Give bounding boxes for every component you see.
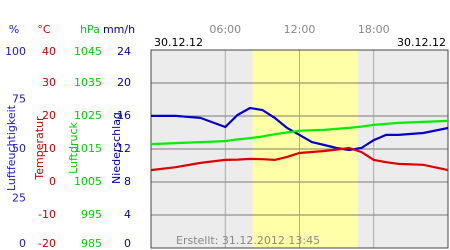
y-tick-label: 1005	[74, 175, 102, 188]
y-tick-label: 1045	[74, 45, 102, 58]
y-tick-label: 0	[49, 175, 56, 188]
axis-unit: °C	[37, 23, 51, 36]
axis-title: Luftfeuchtigkeit	[5, 104, 18, 191]
x-tick-label: 06:00	[209, 23, 241, 36]
x-tick-label: 18:00	[358, 23, 390, 36]
x-tick-label: 12:00	[284, 23, 316, 36]
y-tick-label: 20	[117, 76, 131, 89]
y-tick-label: 75	[12, 93, 26, 106]
data-line	[151, 106, 449, 152]
date-right: 30.12.12	[397, 36, 446, 49]
y-tick-label: 10	[42, 142, 56, 155]
data-line	[150, 119, 449, 146]
data-line	[150, 146, 449, 172]
y-tick-label: 40	[42, 45, 56, 58]
y-tick-label: -10	[38, 208, 56, 221]
axis-unit: hPa	[80, 23, 100, 36]
y-tick-label: -20	[38, 237, 56, 250]
plot-border	[150, 49, 449, 249]
y-tick-label: 1035	[74, 76, 102, 89]
y-tick-label: 4	[124, 208, 131, 221]
axis-unit: %	[9, 23, 19, 36]
axis-unit: mm/h	[103, 23, 135, 36]
y-tick-label: 16	[117, 109, 131, 122]
y-tick-label: 0	[124, 237, 131, 250]
y-tick-label: 20	[42, 109, 56, 122]
y-tick-label: 25	[12, 192, 26, 205]
y-tick-label: 1015	[74, 142, 102, 155]
y-tick-label: 50	[12, 142, 26, 155]
y-tick-label: 100	[5, 45, 26, 58]
footer: Erstellt: 31.12.2012 13:45	[176, 234, 320, 247]
date-left: 30.12.12	[154, 36, 203, 49]
y-tick-label: 995	[81, 208, 102, 221]
axis-title: Temperatur	[33, 116, 46, 181]
y-tick-label: 985	[81, 237, 102, 250]
y-tick-label: 8	[124, 175, 131, 188]
y-tick-label: 12	[117, 142, 131, 155]
axis-title: Luftdruck	[67, 121, 80, 173]
y-tick-label: 24	[117, 45, 131, 58]
y-tick-label: 30	[42, 76, 56, 89]
y-tick-label: 1025	[74, 109, 102, 122]
y-tick-label: 0	[19, 237, 26, 250]
axis-title: Niederschlag	[110, 112, 123, 184]
